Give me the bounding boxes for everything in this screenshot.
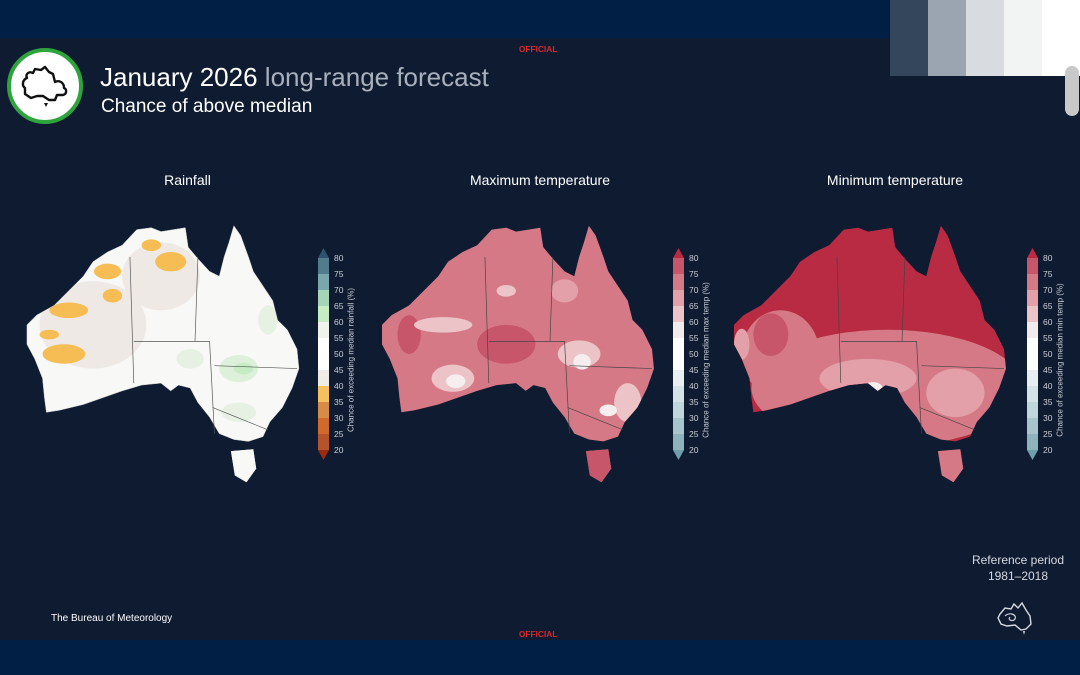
min-temp-legend: 80 75 70 65 60 55 50 45 40 35 30 25 20 Chance of exc… bbox=[1027, 248, 1080, 468]
color-swatches-lower bbox=[890, 38, 1080, 76]
page-title: January 2026 long-range forecast bbox=[100, 62, 489, 93]
rainfall-map bbox=[26, 225, 300, 483]
rainfall-legend-caption: Chance of exceeding median rainfall (%) bbox=[346, 287, 356, 433]
swatch-2 bbox=[928, 0, 966, 38]
min-temp-legend-caption: Chance of exceeding median min temp (%) bbox=[1055, 283, 1065, 437]
min-temp-ticks: 80 75 70 65 60 55 50 45 40 35 30 25 20 bbox=[1043, 253, 1053, 455]
title-month: January 2026 bbox=[100, 62, 258, 92]
max-temp-ticks: 80 75 70 65 60 55 50 45 40 35 30 25 20 bbox=[689, 253, 699, 455]
title-suffix: long-range forecast bbox=[264, 62, 489, 92]
australia-outline-icon bbox=[997, 601, 1032, 635]
page-subtitle: Chance of above median bbox=[101, 96, 313, 117]
classification-label-top: OFFICIAL bbox=[519, 45, 558, 54]
max-temp-legend: 80 75 70 65 60 55 50 45 40 35 30 25 20 Chance of exc… bbox=[673, 248, 733, 468]
rainfall-ticks: 80 75 70 65 60 55 50 45 40 35 30 25 20 bbox=[334, 253, 344, 455]
swatch-4 bbox=[1004, 0, 1042, 38]
max-temp-colorbar bbox=[673, 248, 684, 460]
max-temp-legend-caption: Chance of exceeding median max temp (%) bbox=[701, 282, 711, 438]
rainfall-colorbar bbox=[318, 248, 329, 460]
top-bar bbox=[0, 0, 1080, 38]
swatch-5 bbox=[1042, 0, 1080, 38]
reference-label: Reference period bbox=[971, 553, 1065, 567]
color-swatches bbox=[890, 0, 1080, 38]
bom-logo bbox=[7, 48, 83, 124]
min-temp-colorbar bbox=[1027, 248, 1038, 460]
swatch-3 bbox=[966, 0, 1004, 38]
bottom-bar bbox=[0, 640, 1080, 675]
australia-weather-icon bbox=[21, 65, 68, 107]
max-temp-map bbox=[381, 225, 654, 483]
scrollbar-thumb[interactable] bbox=[1065, 66, 1079, 116]
reference-years: 1981–2018 bbox=[987, 569, 1049, 583]
panel-title-rainfall: Rainfall bbox=[164, 172, 211, 188]
bureau-credit: The Bureau of Meteorology bbox=[51, 613, 173, 624]
panel-title-min-temp: Minimum temperature bbox=[826, 172, 964, 188]
forecast-slide: OFFICIAL January 2026 long-range forecas… bbox=[0, 38, 1080, 640]
classification-label-bottom: OFFICIAL bbox=[519, 630, 558, 639]
reference-period: Reference period 1981–2018 bbox=[958, 552, 1078, 584]
rainfall-legend: 80 75 70 65 60 55 50 45 40 35 30 25 20 Chance of exc… bbox=[318, 248, 378, 468]
min-temp-map bbox=[733, 225, 1006, 483]
panel-title-max-temp: Maximum temperature bbox=[469, 172, 611, 188]
swatch-1 bbox=[890, 0, 928, 38]
